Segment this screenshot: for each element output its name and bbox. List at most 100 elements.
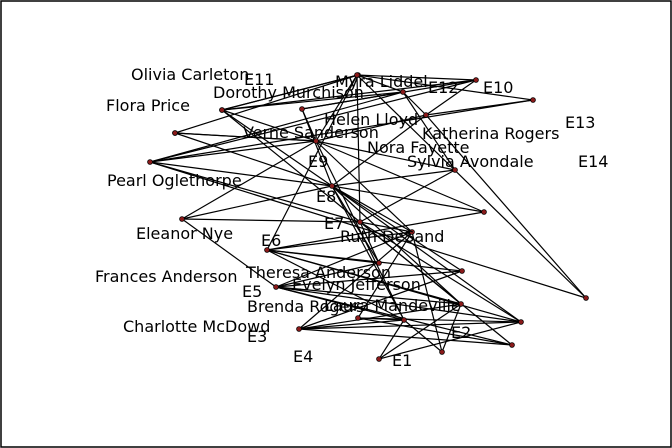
edge-pearl-E6 [266,211,485,251]
label-e7: E7 [324,214,344,233]
node-myra[interactable] [299,106,305,112]
label-e4: E4 [293,347,313,366]
node-pearl[interactable] [481,209,487,215]
node-frances[interactable] [459,268,465,274]
label-verne: Verne Sanderson [243,123,379,142]
node-e7[interactable] [357,219,363,225]
edge-verne-E7 [359,169,456,223]
edge-theresa-E8 [331,185,413,233]
edge-charlotte-E7 [359,221,513,346]
node-e14[interactable] [583,295,589,301]
node-flora[interactable] [172,130,178,136]
label-e3: E3 [247,327,267,346]
node-e1[interactable] [376,356,382,362]
node-sylvia[interactable] [147,159,153,165]
node-e3[interactable] [296,326,302,332]
edge-frances-E3 [298,270,463,330]
label-olivia: Olivia Carleton [131,65,249,84]
edge-eleanor-E5 [275,262,380,288]
edge-evelyn-E1 [378,319,405,360]
label-helen: Helen Lloyd [324,110,418,129]
edge-flora-E9 [174,132,317,142]
edge-brenda-E5 [275,286,522,323]
edge-ruth-E5 [181,218,277,288]
edge-eleanor-E6 [266,249,380,264]
node-e10[interactable] [473,77,479,83]
edge-theresa-E4 [357,231,413,319]
edge-ruth-E9 [181,140,317,220]
edge-flora-E11 [174,74,359,134]
node-e5[interactable] [273,284,279,290]
label-e2: E2 [451,323,471,342]
edge-nora-E9 [315,74,358,142]
edge-theresa-E6 [266,231,413,251]
edge-sylvia-E10 [149,79,477,163]
edge-olivia-E9 [221,109,317,142]
edge-frances-E8 [331,185,463,272]
label-evelyn: Evelyn Jefferson [292,275,421,294]
node-olivia[interactable] [219,107,225,113]
node-e8[interactable] [329,183,335,189]
edge-sylvia-E9 [149,140,317,163]
node-e2[interactable] [439,349,445,355]
label-dorothy: Dorothy Murchison [213,83,364,102]
node-e12[interactable] [400,89,406,95]
edge-dorothy-E8 [174,132,333,187]
node-charlotte[interactable] [509,342,515,348]
edge-myra-E12 [301,91,404,110]
label-sylvia: Sylvia Avondale [407,152,534,171]
edge-charlotte-E3 [298,328,513,346]
edge-verne-E12 [402,91,456,171]
edge-frances-E5 [275,270,463,288]
label-eleanor: Eleanor Nye [136,224,233,243]
edge-helen-E7 [221,109,361,223]
edge-ruth-E8 [181,185,333,220]
edge-theresa-E9 [315,140,413,233]
label-charlotte: Charlotte McDowd [123,317,270,336]
edge-nora-E6 [266,74,358,251]
label-frances: Frances Anderson [95,267,238,286]
label-e5: E5 [242,282,262,301]
node-nora[interactable] [354,72,360,78]
node-e9[interactable] [313,138,319,144]
node-brenda[interactable] [518,319,524,325]
edge-ruth-E7 [181,218,361,223]
node-layer [147,72,589,362]
edge-verne-E9 [315,140,456,171]
node-theresa[interactable] [409,229,415,235]
node-ruth[interactable] [179,216,185,222]
edge-evelyn-E3 [298,319,405,330]
node-laura[interactable] [458,301,464,307]
label-e13: E13 [565,113,595,132]
edge-katherina-E10 [425,79,477,116]
node-e6[interactable] [264,247,270,253]
edge-brenda-E3 [298,321,522,330]
node-e4[interactable] [355,315,361,321]
label-pearl: Pearl Oglethorpe [107,171,242,190]
edge-nora-E14 [356,74,587,299]
edge-verne-E8 [331,169,456,187]
edge-theresa-E7 [359,221,413,233]
edge-laura-E5 [275,286,462,305]
edge-laura-E1 [378,303,462,360]
edge-sylvia-E14 [149,161,587,299]
edge-pearl-E9 [315,140,485,213]
label-brenda: Brenda Rogers [247,297,364,316]
label-theresa: Theresa Anderson [245,263,391,282]
label-flora: Flora Price [106,96,190,115]
node-evelyn[interactable] [401,317,407,323]
node-katherina[interactable] [423,112,429,118]
node-eleanor[interactable] [376,260,382,266]
edge-nora-E7 [356,74,361,223]
node-verne[interactable] [452,167,458,173]
node-e13[interactable] [530,97,536,103]
edge-charlotte-E4 [357,317,513,346]
label-e11: E11 [244,70,274,89]
label-laura: Laura Mandeville [324,296,461,315]
label-e14: E14 [578,152,608,171]
edge-nora-E10 [356,74,477,81]
edge-brenda-E4 [357,317,522,323]
edge-pearl-E8 [331,185,485,213]
edge-laura-E2 [441,303,462,353]
